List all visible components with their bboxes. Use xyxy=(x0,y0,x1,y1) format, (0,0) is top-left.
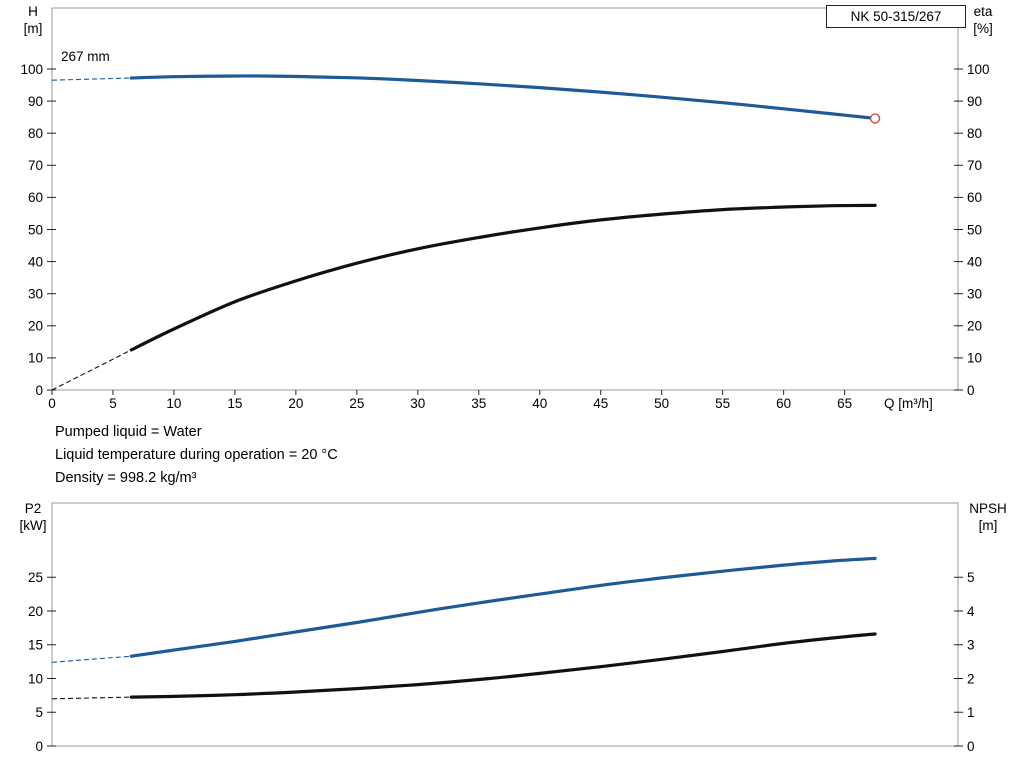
left-tick-label: 20 xyxy=(28,319,43,334)
left-tick-label: 25 xyxy=(28,570,43,585)
right-tick-label: 100 xyxy=(967,62,990,77)
axis-unit: [m] xyxy=(978,518,998,533)
efficiency-curve-extrapolation xyxy=(51,349,132,391)
x-axis-unit-label: Q [m³/h] xyxy=(884,396,933,411)
npsh-curve xyxy=(129,632,877,699)
left-tick-label: 10 xyxy=(28,671,43,686)
axis-name: NPSH xyxy=(969,501,1007,516)
right-tick-label: 90 xyxy=(967,94,982,109)
efficiency-curve xyxy=(129,203,877,352)
left-axis-title-power: P2 [kW] xyxy=(13,500,53,534)
right-tick-label: 0 xyxy=(967,739,975,754)
right-tick-label: 60 xyxy=(967,190,982,205)
x-tick-label: 45 xyxy=(593,396,608,411)
axis-name: eta xyxy=(973,4,993,19)
left-tick-label: 0 xyxy=(35,383,43,398)
x-tick-label: 30 xyxy=(410,396,425,411)
info-line-density: Density = 998.2 kg/m³ xyxy=(55,470,197,486)
power-curve xyxy=(129,556,877,658)
right-tick-label: 50 xyxy=(967,222,982,237)
power-npsh-chart: 0 5 10 15 20 25 0 1 2 3 4 5 xyxy=(28,502,975,754)
left-tick-label: 90 xyxy=(28,94,43,109)
left-tick-label: 80 xyxy=(28,126,43,141)
x-tick-label: 10 xyxy=(166,396,181,411)
axis-name: H xyxy=(28,4,38,19)
right-tick-label: 10 xyxy=(967,351,982,366)
x-tick-label: 60 xyxy=(776,396,791,411)
x-tick-label: 25 xyxy=(349,396,364,411)
x-tick-label: 40 xyxy=(532,396,547,411)
pump-model-label: NK 50-315/267 xyxy=(850,9,942,24)
x-tick-label: 20 xyxy=(288,396,303,411)
left-tick-label: 10 xyxy=(28,351,43,366)
left-tick-label: 70 xyxy=(28,158,43,173)
right-tick-label: 4 xyxy=(967,604,975,619)
left-tick-label: 0 xyxy=(35,739,43,754)
duty-point-marker xyxy=(869,113,881,124)
info-line-temperature: Liquid temperature during operation = 20… xyxy=(55,447,338,463)
left-tick-label: 15 xyxy=(28,638,43,653)
right-tick-label: 5 xyxy=(967,570,975,585)
right-tick-label: 30 xyxy=(967,286,982,301)
pumped-liquid-info: Pumped liquid = Water Liquid temperature… xyxy=(55,421,338,490)
info-line-liquid: Pumped liquid = Water xyxy=(55,424,202,440)
x-tick-label: 55 xyxy=(715,396,730,411)
power-curve-extrapolation xyxy=(51,655,132,663)
axis-unit: [m] xyxy=(23,21,43,36)
left-tick-label: 30 xyxy=(28,286,43,301)
head-efficiency-chart: 0102030405060708090100010203040506070809… xyxy=(20,7,990,411)
right-tick-label: 2 xyxy=(967,671,975,686)
right-tick-label: 0 xyxy=(967,383,975,398)
right-tick-label: 1 xyxy=(967,705,975,720)
left-tick-label: 40 xyxy=(28,254,43,269)
axis-name: P2 xyxy=(24,501,42,516)
axis-unit: [%] xyxy=(973,21,993,36)
plot-border xyxy=(51,502,959,747)
right-tick-label: 70 xyxy=(967,158,982,173)
head-curve-267mm xyxy=(129,74,877,120)
left-tick-label: 50 xyxy=(28,222,43,237)
right-tick-label: 20 xyxy=(967,319,982,334)
left-tick-label: 20 xyxy=(28,604,43,619)
left-tick-label: 100 xyxy=(20,62,43,77)
left-tick-label: 5 xyxy=(35,705,43,720)
left-tick-label: 60 xyxy=(28,190,43,205)
plot-border xyxy=(51,7,959,391)
right-axis-title-npsh: NPSH [m] xyxy=(958,500,1018,534)
right-tick-label: 3 xyxy=(967,638,975,653)
x-tick-label: 35 xyxy=(471,396,486,411)
x-tick-label: 15 xyxy=(227,396,242,411)
left-axis-title-head: H [m] xyxy=(13,3,53,37)
npsh-curve-extrapolation xyxy=(51,696,132,700)
pump-model-badge: NK 50-315/267 xyxy=(826,5,966,28)
right-axis-title-efficiency: eta [%] xyxy=(960,3,1006,37)
x-tick-label: 5 xyxy=(109,396,117,411)
right-tick-label: 40 xyxy=(967,254,982,269)
x-tick-label: 65 xyxy=(837,396,852,411)
x-tick-label: 50 xyxy=(654,396,669,411)
x-tick-label: 0 xyxy=(48,396,56,411)
head-curve-267mm-extrapolation xyxy=(51,77,132,81)
axis-unit: [kW] xyxy=(19,518,47,533)
right-tick-label: 80 xyxy=(967,126,982,141)
impeller-diameter-label: 267 mm xyxy=(61,49,110,64)
